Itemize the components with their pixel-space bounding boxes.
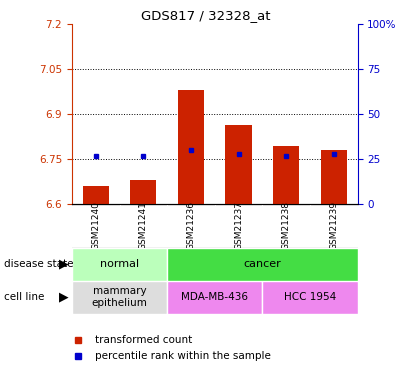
- Text: cell line: cell line: [4, 292, 44, 302]
- Text: ▶: ▶: [59, 291, 69, 303]
- Bar: [178, 90, 204, 204]
- Text: disease state: disease state: [4, 259, 74, 269]
- Text: GSM21236: GSM21236: [187, 201, 196, 250]
- Bar: [72, 280, 167, 314]
- Bar: [226, 125, 252, 204]
- Text: GSM21238: GSM21238: [282, 201, 291, 250]
- Text: HCC 1954: HCC 1954: [284, 292, 336, 302]
- Text: mammary
epithelium: mammary epithelium: [92, 286, 148, 308]
- Text: ▶: ▶: [59, 258, 69, 270]
- Text: GSM21237: GSM21237: [234, 201, 243, 250]
- Text: GDS817 / 32328_at: GDS817 / 32328_at: [141, 9, 270, 22]
- Bar: [130, 180, 157, 204]
- Bar: [83, 186, 109, 204]
- Text: MDA-MB-436: MDA-MB-436: [181, 292, 248, 302]
- Text: normal: normal: [100, 259, 139, 269]
- Text: transformed count: transformed count: [95, 335, 192, 345]
- Text: percentile rank within the sample: percentile rank within the sample: [95, 351, 271, 361]
- Bar: [321, 150, 347, 204]
- Bar: [262, 280, 358, 314]
- Text: GSM21239: GSM21239: [329, 201, 338, 250]
- Bar: [167, 248, 358, 280]
- Bar: [72, 248, 167, 280]
- Bar: [167, 280, 262, 314]
- Text: cancer: cancer: [243, 259, 281, 269]
- Bar: [273, 146, 299, 204]
- Text: GSM21241: GSM21241: [139, 201, 148, 250]
- Text: GSM21240: GSM21240: [91, 201, 100, 250]
